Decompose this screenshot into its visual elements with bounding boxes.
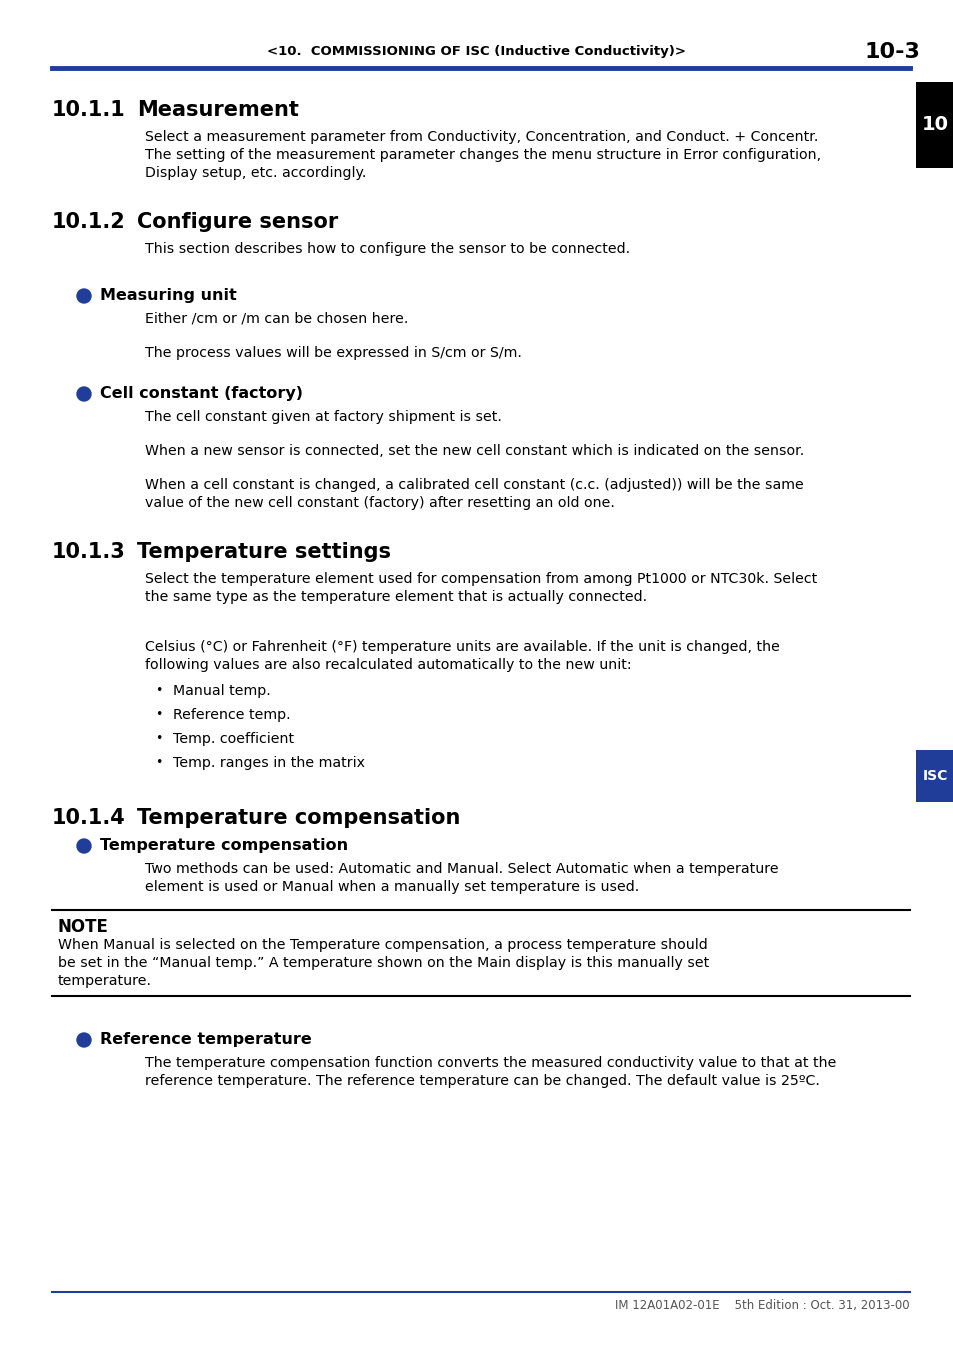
Text: Display setup, etc. accordingly.: Display setup, etc. accordingly. — [145, 166, 366, 180]
Text: When Manual is selected on the Temperature compensation, a process temperature s: When Manual is selected on the Temperatu… — [58, 938, 707, 952]
Bar — [915, 82, 953, 167]
Text: Reference temperature: Reference temperature — [100, 1031, 312, 1048]
Circle shape — [77, 1033, 91, 1048]
Text: Reference temp.: Reference temp. — [172, 707, 291, 722]
Text: be set in the “Manual temp.” A temperature shown on the Main display is this man: be set in the “Manual temp.” A temperatu… — [58, 956, 708, 971]
Text: Temperature compensation: Temperature compensation — [137, 809, 460, 828]
Text: •: • — [154, 707, 162, 721]
Text: Select the temperature element used for compensation from among Pt1000 or NTC30k: Select the temperature element used for … — [145, 572, 817, 586]
Text: ISC: ISC — [922, 769, 946, 783]
Text: The temperature compensation function converts the measured conductivity value t: The temperature compensation function co… — [145, 1056, 836, 1071]
Text: Manual temp.: Manual temp. — [172, 684, 271, 698]
Text: The setting of the measurement parameter changes the menu structure in Error con: The setting of the measurement parameter… — [145, 148, 821, 162]
Text: When a new sensor is connected, set the new cell constant which is indicated on : When a new sensor is connected, set the … — [145, 444, 803, 458]
Text: Temp. coefficient: Temp. coefficient — [172, 732, 294, 747]
Text: Measuring unit: Measuring unit — [100, 288, 236, 302]
Text: Measurement: Measurement — [137, 100, 298, 120]
Text: Two methods can be used: Automatic and Manual. Select Automatic when a temperatu: Two methods can be used: Automatic and M… — [145, 863, 778, 876]
Text: Temperature settings: Temperature settings — [137, 541, 391, 562]
Text: temperature.: temperature. — [58, 973, 152, 988]
Text: 10.1.4: 10.1.4 — [52, 809, 126, 828]
Text: Cell constant (factory): Cell constant (factory) — [100, 386, 303, 401]
Circle shape — [77, 387, 91, 401]
Circle shape — [77, 289, 91, 302]
Circle shape — [77, 838, 91, 853]
Text: 10-3: 10-3 — [863, 42, 919, 62]
Text: Celsius (°C) or Fahrenheit (°F) temperature units are available. If the unit is : Celsius (°C) or Fahrenheit (°F) temperat… — [145, 640, 779, 653]
Text: element is used or Manual when a manually set temperature is used.: element is used or Manual when a manuall… — [145, 880, 639, 894]
Text: The process values will be expressed in S/cm or S/m.: The process values will be expressed in … — [145, 346, 521, 360]
Text: The cell constant given at factory shipment is set.: The cell constant given at factory shipm… — [145, 410, 501, 424]
Text: the same type as the temperature element that is actually connected.: the same type as the temperature element… — [145, 590, 646, 603]
Text: 10.1.2: 10.1.2 — [52, 212, 126, 232]
Text: NOTE: NOTE — [58, 918, 109, 936]
Text: Either /cm or /m can be chosen here.: Either /cm or /m can be chosen here. — [145, 312, 408, 325]
Text: Select a measurement parameter from Conductivity, Concentration, and Conduct. + : Select a measurement parameter from Cond… — [145, 130, 818, 144]
Text: •: • — [154, 684, 162, 697]
Bar — [915, 751, 953, 802]
Text: 10.1.1: 10.1.1 — [52, 100, 126, 120]
Text: 10.1.3: 10.1.3 — [52, 541, 126, 562]
Text: value of the new cell constant (factory) after resetting an old one.: value of the new cell constant (factory)… — [145, 495, 615, 510]
Text: IM 12A01A02-01E    5th Edition : Oct. 31, 2013-00: IM 12A01A02-01E 5th Edition : Oct. 31, 2… — [615, 1300, 909, 1312]
Text: Temperature compensation: Temperature compensation — [100, 838, 348, 853]
Text: reference temperature. The reference temperature can be changed. The default val: reference temperature. The reference tem… — [145, 1075, 819, 1088]
Text: •: • — [154, 756, 162, 770]
Text: Temp. ranges in the matrix: Temp. ranges in the matrix — [172, 756, 365, 770]
Text: When a cell constant is changed, a calibrated cell constant (c.c. (adjusted)) wi: When a cell constant is changed, a calib… — [145, 478, 803, 491]
Text: •: • — [154, 732, 162, 745]
Text: <10.  COMMISSIONING OF ISC (Inductive Conductivity)>: <10. COMMISSIONING OF ISC (Inductive Con… — [267, 46, 686, 58]
Text: 10: 10 — [921, 116, 947, 135]
Text: This section describes how to configure the sensor to be connected.: This section describes how to configure … — [145, 242, 630, 256]
Text: Configure sensor: Configure sensor — [137, 212, 338, 232]
Text: following values are also recalculated automatically to the new unit:: following values are also recalculated a… — [145, 657, 631, 672]
